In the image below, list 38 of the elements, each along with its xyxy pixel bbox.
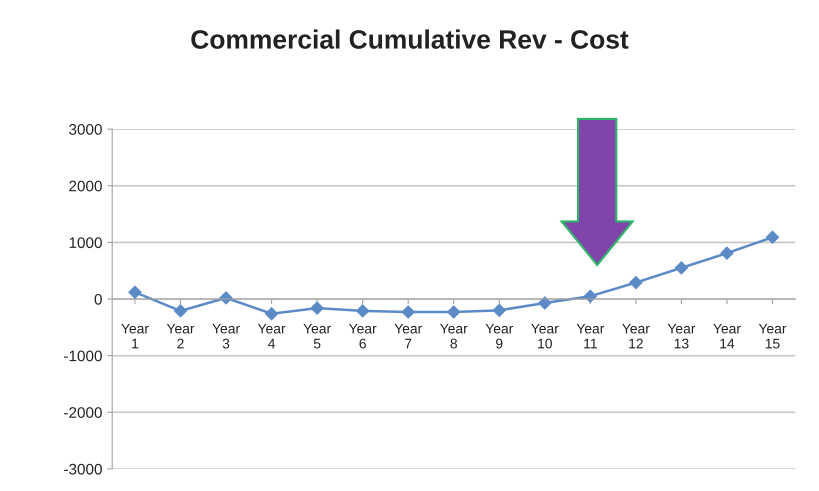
point: [766, 230, 780, 244]
point: [310, 301, 324, 315]
y-tick-label: -1000: [64, 350, 102, 362]
x-tick-label: Year 14: [713, 324, 741, 348]
y-tick-label: 3000: [69, 124, 102, 135]
point: [492, 304, 506, 317]
point: [720, 246, 734, 260]
x-tick-label: Year 7: [394, 324, 422, 348]
chart-title: Commercial Cumulative Rev - Cost: [191, 29, 628, 49]
point: [538, 296, 552, 310]
x-tick-label: Year 1: [121, 324, 149, 348]
x-tick-label: Year 6: [348, 324, 376, 348]
x-tick-label: Year 3: [212, 324, 240, 348]
x-tick-label: Year 4: [258, 324, 286, 348]
point: [674, 261, 688, 274]
point: [356, 304, 370, 318]
x-tick-label: Year 9: [486, 324, 514, 348]
y-tick-label: -2000: [64, 407, 102, 418]
x-tick-label: Year 5: [303, 324, 331, 348]
y-tick-label: -3000: [64, 464, 102, 475]
point: [402, 305, 415, 319]
x-tick-label: Year 13: [668, 324, 696, 348]
point: [128, 286, 142, 299]
point: [174, 304, 188, 318]
y-tick-label: 2000: [69, 180, 102, 192]
y-tick-label: 1000: [70, 237, 102, 248]
x-tick-label: Year 15: [758, 324, 786, 348]
x-tick-label: Year 2: [166, 324, 194, 348]
point: [447, 305, 460, 319]
point: [219, 291, 233, 304]
x-tick-label: Year 11: [576, 324, 604, 348]
point: [584, 290, 597, 303]
x-tick-label: Year 8: [440, 324, 468, 348]
point: [264, 307, 278, 320]
x-tick-label: Year 12: [622, 324, 650, 348]
point: [629, 276, 642, 290]
y-tick-label: 0: [94, 294, 102, 305]
x-tick-label: Year 10: [531, 324, 559, 348]
